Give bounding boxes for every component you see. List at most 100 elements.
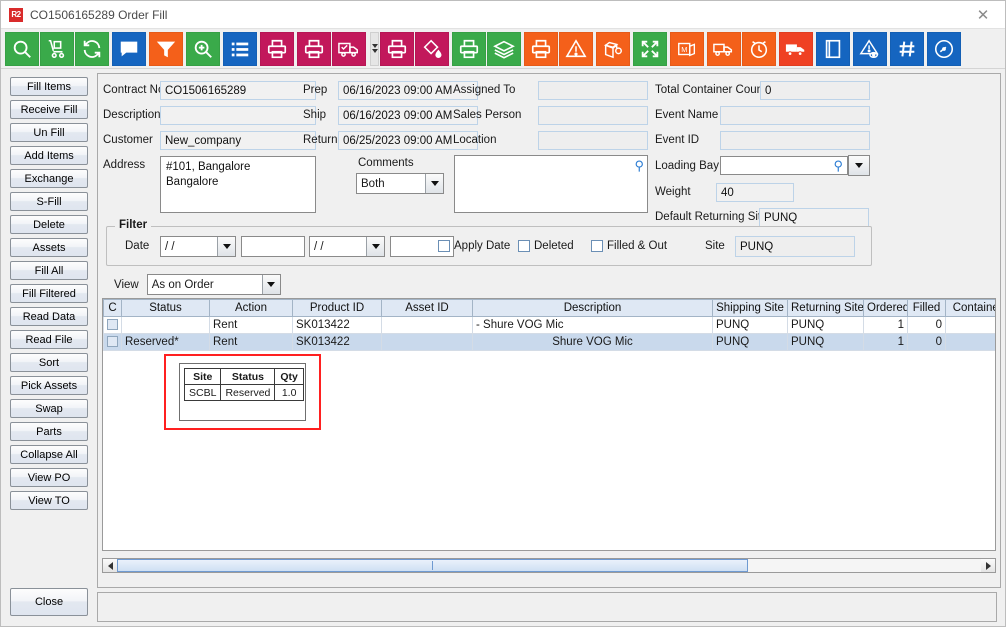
deleted-checkbox[interactable]: Deleted xyxy=(518,240,574,252)
table-row[interactable]: Rent SK013422 - Shure VOG Mic PUNQ PUNQ … xyxy=(103,316,995,334)
s-fill-button[interactable]: S-Fill xyxy=(10,192,88,211)
pick-assets-button[interactable]: Pick Assets xyxy=(10,376,88,395)
time-from-input[interactable] xyxy=(241,236,305,257)
swap-button[interactable]: Swap xyxy=(10,399,88,418)
col-returning-site[interactable]: Returning Site xyxy=(787,299,864,317)
grid-horizontal-scrollbar[interactable] xyxy=(102,558,996,573)
toolbar-overflow-button[interactable] xyxy=(370,31,379,66)
delete-button[interactable]: Delete xyxy=(10,215,88,234)
scroll-track[interactable] xyxy=(117,559,981,572)
event-name-field[interactable] xyxy=(720,106,870,125)
paint-bucket-icon[interactable] xyxy=(415,31,449,66)
default-returning-site-field[interactable]: PUNQ xyxy=(759,208,869,227)
list-icon[interactable] xyxy=(223,31,257,66)
col-ordered[interactable]: Ordered xyxy=(863,299,908,317)
date-to-input[interactable]: / / xyxy=(309,236,385,257)
col-description[interactable]: Description xyxy=(472,299,713,317)
location-field[interactable] xyxy=(538,131,648,150)
filter-icon[interactable] xyxy=(149,31,183,66)
package-m-icon[interactable]: M xyxy=(670,31,704,66)
col-filled[interactable]: Filled xyxy=(907,299,946,317)
expand-icon[interactable] xyxy=(633,31,667,66)
comment-icon[interactable] xyxy=(112,31,146,66)
collapse-all-button[interactable]: Collapse All xyxy=(10,445,88,464)
contract-no-field[interactable]: CO1506165289 xyxy=(160,81,316,100)
read-data-button[interactable]: Read Data xyxy=(10,307,88,326)
total-container-count-field[interactable]: 0 xyxy=(760,81,870,100)
warning-icon[interactable] xyxy=(559,31,593,66)
box-open-icon[interactable] xyxy=(596,31,630,66)
sort-button[interactable]: Sort xyxy=(10,353,88,372)
description-field[interactable] xyxy=(160,106,316,125)
view-select[interactable]: As on Order xyxy=(146,274,281,295)
exchange-button[interactable]: Exchange xyxy=(10,169,88,188)
customer-field[interactable]: New_company xyxy=(160,131,316,150)
print-fill-icon[interactable] xyxy=(380,31,414,66)
assets-button[interactable]: Assets xyxy=(10,238,88,257)
asset-detail-popup[interactable]: Site Status Qty SCBL Reserved xyxy=(179,363,306,421)
comments-select[interactable]: Both xyxy=(356,173,444,194)
row-checkbox-cell[interactable] xyxy=(103,316,122,334)
chevron-down-icon[interactable] xyxy=(217,237,235,256)
scroll-right-icon[interactable] xyxy=(981,559,995,572)
chevron-down-icon[interactable] xyxy=(425,174,443,193)
col-c[interactable]: C xyxy=(103,299,122,317)
clock-icon[interactable] xyxy=(742,31,776,66)
hand-truck-icon[interactable] xyxy=(40,31,74,66)
delivery-truck-icon[interactable] xyxy=(779,31,813,66)
book-icon[interactable] xyxy=(816,31,850,66)
zoom-in-icon[interactable] xyxy=(186,31,220,66)
read-file-button[interactable]: Read File xyxy=(10,330,88,349)
fill-all-button[interactable]: Fill All xyxy=(10,261,88,280)
gauge-icon[interactable] xyxy=(927,31,961,66)
col-product-id[interactable]: Product ID xyxy=(292,299,382,317)
parts-button[interactable]: Parts xyxy=(10,422,88,441)
site-field[interactable]: PUNQ xyxy=(735,236,855,257)
close-button[interactable]: Close xyxy=(10,588,88,616)
loading-bay-field[interactable]: ⚲ xyxy=(720,156,848,175)
truck-check-icon[interactable] xyxy=(332,31,366,66)
col-shipping-site[interactable]: Shipping Site xyxy=(712,299,788,317)
detail-row[interactable]: SCBL Reserved 1.0 xyxy=(183,384,304,401)
print-ship-icon[interactable] xyxy=(297,31,331,66)
assigned-to-field[interactable] xyxy=(538,81,648,100)
add-items-button[interactable]: Add Items xyxy=(10,146,88,165)
un-fill-button[interactable]: Un Fill xyxy=(10,123,88,142)
fill-filtered-button[interactable]: Fill Filtered xyxy=(10,284,88,303)
filled-and-out-checkbox[interactable]: Filled & Out xyxy=(591,240,667,252)
print-icon[interactable] xyxy=(260,31,294,66)
scroll-left-icon[interactable] xyxy=(103,559,117,572)
fill-items-button[interactable]: Fill Items xyxy=(10,77,88,96)
truck-icon[interactable] xyxy=(707,31,741,66)
search-icon[interactable]: ⚲ xyxy=(634,158,644,173)
ship-field[interactable]: 06/16/2023 09:00 AM xyxy=(338,106,478,125)
return-field[interactable]: 06/25/2023 09:00 AM xyxy=(338,131,478,150)
sales-person-field[interactable] xyxy=(538,106,648,125)
col-action[interactable]: Action xyxy=(209,299,293,317)
search-icon[interactable] xyxy=(5,31,39,66)
chevron-down-icon[interactable] xyxy=(366,237,384,256)
print-warning-icon[interactable] xyxy=(524,31,558,66)
row-checkbox-cell[interactable] xyxy=(103,333,122,351)
refresh-icon[interactable] xyxy=(75,31,109,66)
order-lines-grid[interactable]: C Status Action Product ID Asset ID Desc… xyxy=(102,298,996,551)
search-icon[interactable]: ⚲ xyxy=(833,158,843,173)
col-status[interactable]: Status xyxy=(121,299,210,317)
loading-bay-dropdown[interactable] xyxy=(848,155,870,176)
view-po-button[interactable]: View PO xyxy=(10,468,88,487)
weight-field[interactable]: 40 xyxy=(716,183,794,202)
warning-eye-icon[interactable] xyxy=(853,31,887,66)
print-batch-icon[interactable] xyxy=(452,31,486,66)
scroll-thumb[interactable] xyxy=(117,559,748,572)
view-to-button[interactable]: View TO xyxy=(10,491,88,510)
event-id-field[interactable] xyxy=(720,131,870,150)
col-asset-id[interactable]: Asset ID xyxy=(381,299,473,317)
table-row[interactable]: Reserved* Rent SK013422 Shure VOG Mic PU… xyxy=(103,333,995,351)
close-icon[interactable]: ✕ xyxy=(976,6,990,24)
row-checkbox[interactable] xyxy=(107,319,118,331)
apply-date-checkbox[interactable]: Apply Date xyxy=(438,240,510,252)
notes-field[interactable]: ⚲ xyxy=(454,155,648,213)
layers-icon[interactable] xyxy=(487,31,521,66)
col-container-id[interactable]: Container ID xyxy=(945,299,995,317)
chevron-down-icon[interactable] xyxy=(849,156,869,175)
